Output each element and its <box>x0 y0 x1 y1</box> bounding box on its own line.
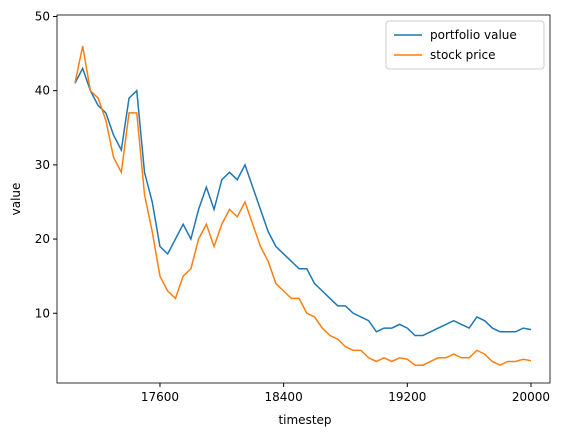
y-axis-label: value <box>9 183 23 216</box>
x-tick-label: 18400 <box>265 390 303 404</box>
legend-box <box>385 20 545 70</box>
y-tick-label: 10 <box>35 306 50 320</box>
x-axis-label: timestep <box>278 413 331 427</box>
plot-frame <box>56 14 551 384</box>
y-tick-label: 50 <box>35 9 50 23</box>
y-tick-label: 20 <box>35 232 50 246</box>
series-line <box>74 46 532 367</box>
x-tick-label: 19200 <box>388 390 426 404</box>
x-tick-label: 20000 <box>512 390 550 404</box>
legend-label: portfolio value <box>430 28 517 42</box>
y-tick-label: 40 <box>35 84 50 98</box>
x-tick-label: 17600 <box>141 390 179 404</box>
series-line <box>74 66 532 337</box>
legend-label: stock price <box>430 48 496 62</box>
y-tick-label: 30 <box>35 158 50 172</box>
